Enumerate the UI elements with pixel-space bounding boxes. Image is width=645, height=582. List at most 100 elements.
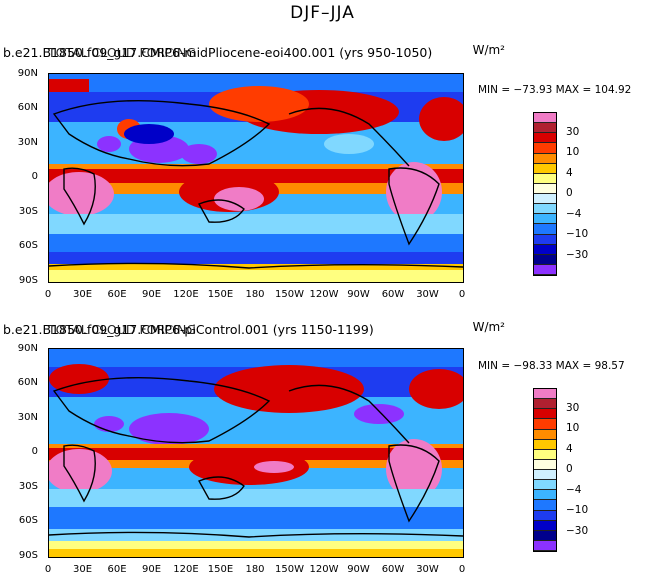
panel-2-cbar-4: 4 bbox=[566, 443, 573, 455]
panel-2-lat-90s: 90S bbox=[18, 550, 38, 561]
panel-2-cbar-swatch-9 bbox=[534, 480, 556, 491]
panel-2-cbar-swatch-5 bbox=[534, 439, 556, 450]
panel-2-cbar-neg30: −30 bbox=[566, 525, 589, 537]
panel-1-map bbox=[48, 73, 464, 283]
panel-1-lon-9: 90W bbox=[347, 289, 370, 300]
panel-2-cbar-swatch-15 bbox=[534, 540, 556, 551]
panel-1-lat-30n: 30N bbox=[17, 137, 38, 148]
panel-1-lon-10: 60W bbox=[381, 289, 405, 300]
panel-2-colorbar bbox=[533, 388, 557, 552]
panel-2-lon-11: 30W bbox=[416, 564, 439, 575]
panel-2-cbar-swatch-6 bbox=[534, 449, 556, 460]
panel-2-lat-30s: 30S bbox=[18, 481, 38, 492]
panel-2-lon-1: 30E bbox=[72, 564, 93, 575]
panel-1-lon-1: 30E bbox=[72, 289, 93, 300]
panel-1-lon-12: 0 bbox=[458, 289, 466, 300]
panel-2-cbar-0: 0 bbox=[566, 463, 573, 475]
panel-1-units: W/m² bbox=[472, 43, 505, 57]
panel-1-cbar-swatch-1 bbox=[534, 123, 556, 134]
panel-2-cbar-swatch-12 bbox=[534, 510, 556, 521]
panel-2-field bbox=[49, 349, 463, 557]
panel-2-lat-0: 0 bbox=[31, 446, 38, 457]
panel-2-cbar-10: 10 bbox=[566, 422, 580, 434]
panel-1-cbar-swatch-11 bbox=[534, 224, 556, 235]
panel-1-cbar-swatch-5 bbox=[534, 163, 556, 174]
panel-1-cbar-swatch-7 bbox=[534, 183, 556, 194]
panel-1-case: b.e21.B1850.f09_g17.CMIP6-midPliocene-eo… bbox=[3, 45, 433, 60]
panel-2-lon-0: 0 bbox=[44, 564, 52, 575]
panel-1-minmax: MIN = −73.93 MAX = 104.92 bbox=[478, 84, 632, 96]
panel-2-variable: TOTAL CLOUD FORCING bbox=[48, 322, 197, 337]
panel-2-cbar-swatch-14 bbox=[534, 530, 556, 541]
panel-1-cbar-neg30: −30 bbox=[566, 249, 589, 261]
panel-2-map bbox=[48, 348, 464, 558]
panel-1-lat-30s: 30S bbox=[18, 206, 38, 217]
panel-1-lat-90n: 90N bbox=[17, 68, 38, 79]
panel-2-cbar-swatch-0 bbox=[534, 389, 556, 400]
panel-1-lat-60s: 60S bbox=[18, 240, 38, 251]
panel-1-variable: TOTAL CLOUD FORCING bbox=[48, 45, 197, 60]
panel-2-lat-60n: 60N bbox=[17, 377, 38, 388]
panel-1-cbar-swatch-15 bbox=[534, 264, 556, 275]
panel-1-lon-0: 0 bbox=[44, 289, 52, 300]
panel-2-lon-5: 150E bbox=[207, 564, 234, 575]
panel-1-cbar-swatch-14 bbox=[534, 254, 556, 265]
panel-2-units: W/m² bbox=[472, 320, 505, 334]
panel-2-lon-9: 90W bbox=[347, 564, 370, 575]
panel-1-cbar-swatch-13 bbox=[534, 244, 556, 255]
panel-2-cbar-30: 30 bbox=[566, 402, 580, 414]
panel-1-lon-7: 150W bbox=[275, 289, 304, 300]
panel-2-cbar-swatch-3 bbox=[534, 419, 556, 430]
panel-1-lat-0: 0 bbox=[31, 171, 38, 182]
panel-2-cbar-neg4: −4 bbox=[566, 484, 582, 496]
panel-2-cbar-swatch-2 bbox=[534, 409, 556, 420]
panel-2-lon-7: 150W bbox=[275, 564, 304, 575]
panel-1-cbar-swatch-4 bbox=[534, 153, 556, 164]
panel-2-cbar-swatch-8 bbox=[534, 470, 556, 481]
panel-2-cbar-swatch-13 bbox=[534, 520, 556, 531]
panel-2-cbar-neg10: −10 bbox=[566, 504, 589, 516]
panel-2-lon-12: 0 bbox=[458, 564, 466, 575]
panel-1-lon-5: 150E bbox=[207, 289, 234, 300]
panel-1-cbar-0: 0 bbox=[566, 187, 573, 199]
panel-1-cbar-30: 30 bbox=[566, 126, 580, 138]
panel-1-cbar-4: 4 bbox=[566, 167, 573, 179]
panel-2-cbar-swatch-4 bbox=[534, 429, 556, 440]
panel-1-cbar-swatch-10 bbox=[534, 214, 556, 225]
panel-2-cbar-swatch-1 bbox=[534, 399, 556, 410]
panel-2-lon-4: 120E bbox=[173, 564, 199, 575]
panel-1-cbar-10: 10 bbox=[566, 146, 580, 158]
panel-1-cbar-swatch-2 bbox=[534, 133, 556, 144]
panel-2-minmax: MIN = −98.33 MAX = 98.57 bbox=[478, 360, 625, 372]
panel-1-cbar-neg10: −10 bbox=[566, 228, 589, 240]
panel-2-lat-30n: 30N bbox=[17, 412, 38, 423]
panel-1-colorbar bbox=[533, 112, 557, 276]
panel-1-lat-60n: 60N bbox=[17, 102, 38, 113]
panel-1-cbar-swatch-8 bbox=[534, 194, 556, 205]
panel-1-lon-4: 120E bbox=[173, 289, 199, 300]
figure-title: DJF–JJA bbox=[290, 3, 355, 23]
panel-2-lat-90n: 90N bbox=[17, 343, 38, 354]
panel-1-cbar-swatch-9 bbox=[534, 204, 556, 215]
panel-1-lat-90s: 90S bbox=[18, 275, 38, 286]
panel-1-cbar-swatch-3 bbox=[534, 143, 556, 154]
panel-1-lon-8: 120W bbox=[309, 289, 339, 300]
panel-1-cbar-swatch-12 bbox=[534, 234, 556, 245]
panel-2-lon-10: 60W bbox=[381, 564, 405, 575]
panel-1-cbar-swatch-0 bbox=[534, 113, 556, 124]
panel-1-cbar-neg4: −4 bbox=[566, 208, 582, 220]
panel-1-lon-3: 90E bbox=[141, 289, 162, 300]
panel-2-cbar-swatch-11 bbox=[534, 500, 556, 511]
panel-1-field bbox=[49, 74, 463, 282]
panel-1-lon-2: 60E bbox=[107, 289, 127, 300]
panel-2-lon-8: 120W bbox=[309, 564, 339, 575]
panel-2-lon-2: 60E bbox=[107, 564, 127, 575]
panel-2-cbar-swatch-7 bbox=[534, 459, 556, 470]
panel-1-cbar-swatch-6 bbox=[534, 173, 556, 184]
panel-1-lon-11: 30W bbox=[416, 289, 439, 300]
panel-2-lon-6: 180 bbox=[245, 564, 265, 575]
panel-1-lon-6: 180 bbox=[245, 289, 265, 300]
panel-2-cbar-swatch-10 bbox=[534, 490, 556, 501]
panel-2-lon-3: 90E bbox=[141, 564, 162, 575]
panel-2-lat-60s: 60S bbox=[18, 515, 38, 526]
